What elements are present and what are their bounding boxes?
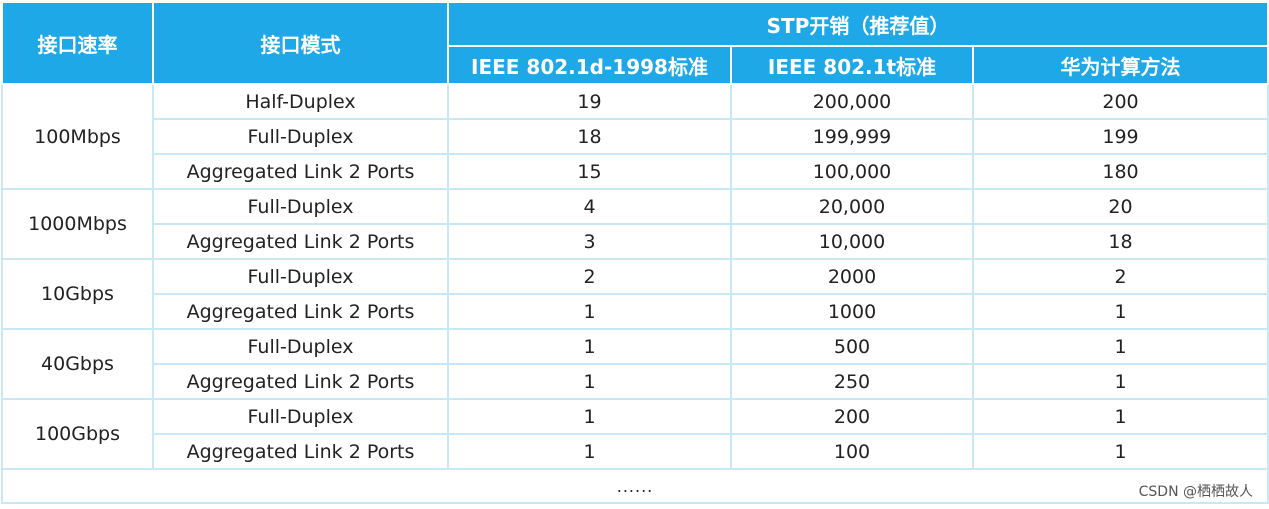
table-row: 100Gbps Full-Duplex 1 200 1 — [1, 398, 1269, 470]
huawei-cell: 18 — [971, 223, 1269, 260]
huawei-cell: 1 — [971, 328, 1269, 365]
header-row-2: IEEE 802.1d-1998标准 IEEE 802.1t标准 华为计算方法 — [2, 45, 1269, 85]
huawei-cell: 1 — [971, 293, 1269, 330]
table-row: Aggregated Link 2 Ports 1 100 1 — [2, 433, 1269, 470]
mode-cell: Aggregated Link 2 Ports — [152, 153, 449, 190]
ieee-8021t-cell: 200,000 — [730, 83, 974, 120]
speed-cell: 100Mbps — [1, 83, 154, 190]
ieee-8021t-cell: 1000 — [730, 293, 974, 330]
ieee-8021d-cell: 1 — [447, 293, 732, 330]
mode-cell: Full-Duplex — [152, 328, 449, 365]
huawei-cell: 1 — [971, 398, 1269, 435]
ieee-8021d-cell: 3 — [447, 223, 732, 260]
mode-cell: Aggregated Link 2 Ports — [152, 293, 449, 330]
huawei-cell: 1 — [971, 433, 1269, 470]
huawei-cell: 2 — [971, 258, 1269, 295]
speed-cell: 40Gbps — [1, 328, 154, 400]
speed-cell: 1000Mbps — [1, 188, 154, 260]
mode-cell: Full-Duplex — [152, 188, 449, 225]
table-row: Aggregated Link 2 Ports 3 10,000 18 — [2, 223, 1269, 260]
table-body: 100Mbps Half-Duplex 19 200,000 200 Full-… — [0, 83, 1269, 504]
header-interface-speed: 接口速率 — [1, 1, 154, 85]
table-row: Aggregated Link 2 Ports 15 100,000 180 — [2, 153, 1269, 190]
ieee-8021t-cell: 100,000 — [730, 153, 974, 190]
ieee-8021d-cell: 19 — [447, 83, 732, 120]
ieee-8021d-cell: 1 — [447, 433, 732, 470]
ieee-8021t-cell: 20,000 — [730, 188, 974, 225]
ieee-8021d-cell: 18 — [447, 118, 732, 155]
ellipsis-cell: ...... — [0, 468, 1269, 504]
header-stp-cost-group: STP开销（推荐值） — [446, 1, 1269, 47]
watermark: CSDN @栖栖故人 — [1138, 484, 1253, 500]
ieee-8021d-cell: 1 — [447, 328, 732, 365]
table-row: 100Mbps Half-Duplex 19 200,000 200 — [1, 83, 1269, 190]
speed-cell: 100Gbps — [1, 398, 154, 470]
header-ieee-8021t: IEEE 802.1t标准 — [730, 45, 974, 85]
ieee-8021t-cell: 199,999 — [730, 118, 974, 155]
table-header: 接口速率 接口模式 STP开销（推荐值） IEEE 802.1d-1998标准 … — [1, 1, 1269, 85]
header-huawei-method: 华为计算方法 — [971, 45, 1269, 85]
ieee-8021t-cell: 2000 — [730, 258, 974, 295]
table-row: 1000Mbps Full-Duplex 4 20,000 20 — [1, 188, 1269, 260]
speed-cell: 10Gbps — [1, 258, 154, 330]
header-interface-mode: 接口模式 — [152, 1, 449, 85]
ieee-8021d-cell: 1 — [447, 363, 732, 400]
huawei-cell: 199 — [971, 118, 1269, 155]
ieee-8021t-cell: 200 — [730, 398, 974, 435]
ieee-8021t-cell: 500 — [730, 328, 974, 365]
ieee-8021t-cell: 10,000 — [730, 223, 974, 260]
mode-cell: Aggregated Link 2 Ports — [152, 433, 449, 470]
header-ieee-8021d: IEEE 802.1d-1998标准 — [447, 45, 732, 85]
mode-cell: Full-Duplex — [152, 398, 449, 435]
huawei-cell: 200 — [971, 83, 1269, 120]
ieee-8021d-cell: 4 — [447, 188, 732, 225]
ieee-8021t-cell: 100 — [730, 433, 974, 470]
mode-cell: Full-Duplex — [152, 118, 449, 155]
huawei-cell: 1 — [971, 363, 1269, 400]
table-row: Full-Duplex 18 199,999 199 — [2, 118, 1269, 155]
mode-cell: Half-Duplex — [152, 83, 449, 120]
table-row: 40Gbps Full-Duplex 1 500 1 — [1, 328, 1269, 400]
huawei-cell: 20 — [971, 188, 1269, 225]
mode-cell: Full-Duplex — [152, 258, 449, 295]
table-row: Aggregated Link 2 Ports 1 250 1 — [2, 363, 1269, 400]
mode-cell: Aggregated Link 2 Ports — [152, 363, 449, 400]
table-row: Aggregated Link 2 Ports 1 1000 1 — [2, 293, 1269, 330]
ieee-8021d-cell: 1 — [447, 398, 732, 435]
header-row-1: 接口速率 接口模式 STP开销（推荐值） — [1, 1, 1269, 85]
ellipsis-row: ...... — [0, 468, 1269, 504]
mode-cell: Aggregated Link 2 Ports — [152, 223, 449, 260]
ieee-8021t-cell: 250 — [730, 363, 974, 400]
table-row: 10Gbps Full-Duplex 2 2000 2 — [1, 258, 1269, 330]
ieee-8021d-cell: 15 — [447, 153, 732, 190]
huawei-cell: 180 — [971, 153, 1269, 190]
ieee-8021d-cell: 2 — [447, 258, 732, 295]
